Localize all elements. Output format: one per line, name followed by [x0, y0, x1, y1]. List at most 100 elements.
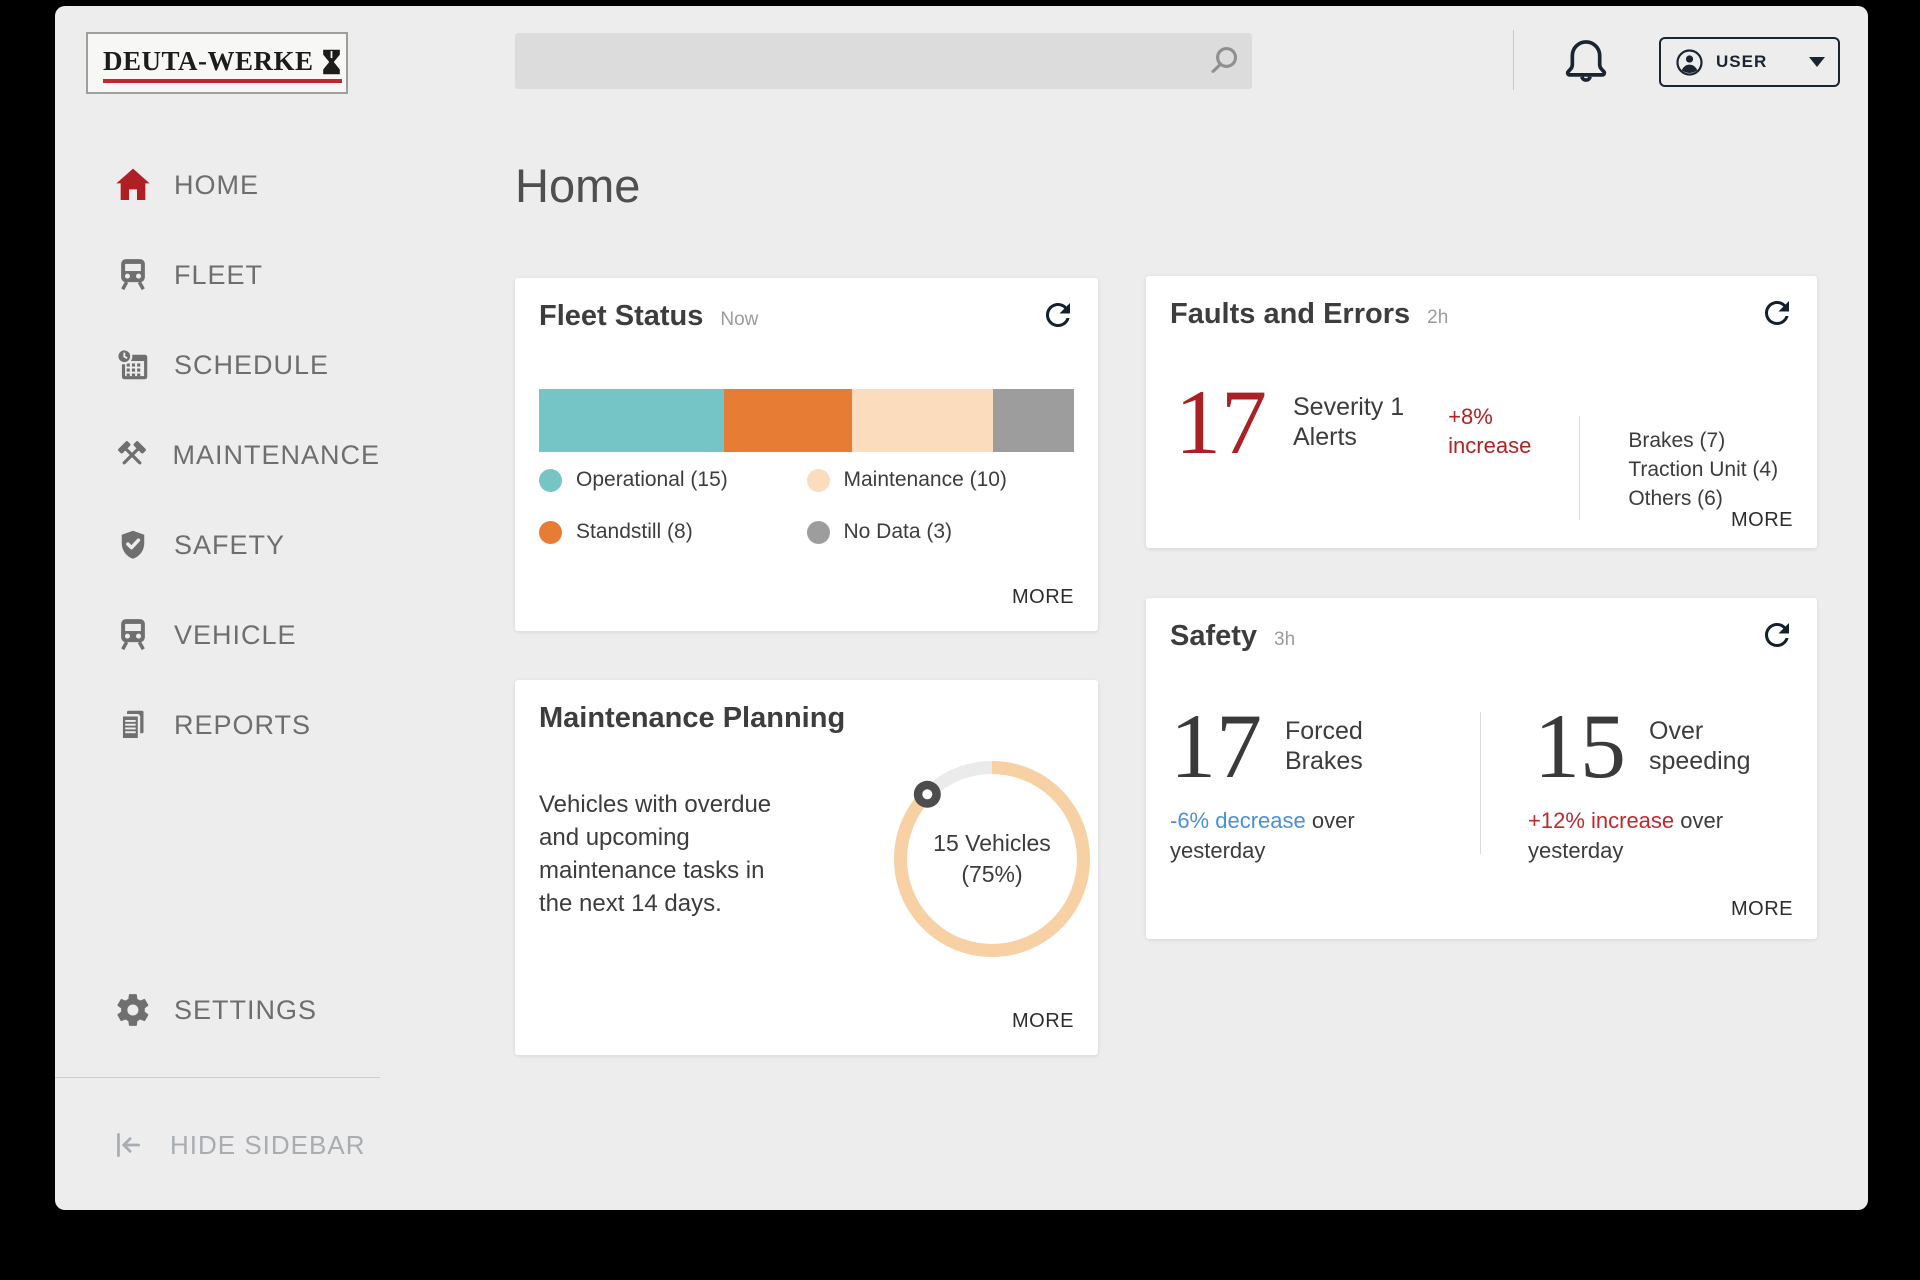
- stat-value: 15: [1534, 695, 1626, 797]
- legend-item-operational: Operational (15): [539, 468, 807, 492]
- sidebar-item-home[interactable]: HOME: [55, 140, 380, 230]
- refresh-icon[interactable]: [1040, 296, 1078, 334]
- card-time: 3h: [1274, 629, 1296, 650]
- train-icon: [112, 254, 154, 296]
- sidebar-divider: [55, 1077, 380, 1078]
- maintenance-description: Vehicles with overdue and upcoming maint…: [539, 791, 772, 917]
- crossed-hammers-icon: [112, 434, 152, 476]
- stat-label: Over speeding: [1649, 717, 1751, 775]
- app-window: DEUTA-WERKE: [55, 6, 1868, 1210]
- train-icon: [112, 614, 154, 656]
- sidebar-item-settings[interactable]: SETTINGS: [55, 965, 380, 1055]
- forced-brakes-stat: 17 Forced Brakes -6% decrease over yeste…: [1170, 698, 1420, 866]
- bar-segment-operational: [539, 389, 724, 452]
- hide-sidebar-label: HIDE SIDEBAR: [170, 1129, 366, 1160]
- legend-label: No Data (3): [843, 520, 953, 543]
- sidebar-item-maintenance[interactable]: MAINTENANCE: [55, 410, 380, 500]
- sidebar-item-label: VEHICLE: [174, 619, 297, 650]
- search-bar[interactable]: [515, 33, 1252, 89]
- gear-icon: [112, 989, 154, 1031]
- sidebar-item-label: REPORTS: [174, 709, 312, 740]
- legend-label: Operational (15): [576, 468, 728, 491]
- card-time: 2h: [1427, 307, 1449, 328]
- refresh-icon[interactable]: [1759, 616, 1797, 654]
- documents-icon: [112, 704, 154, 746]
- sidebar-settings: SETTINGS: [55, 965, 380, 1055]
- sidebar-item-label: SCHEDULE: [174, 349, 330, 380]
- more-link[interactable]: MORE: [1012, 586, 1074, 608]
- home-icon: [112, 164, 154, 206]
- more-link[interactable]: MORE: [1012, 1010, 1074, 1032]
- donut-center-label: 15 Vehicles (75%): [933, 830, 1051, 887]
- hourglass-icon: [321, 48, 342, 76]
- legend-label: Maintenance (10): [843, 468, 1007, 491]
- bell-icon: [1560, 35, 1618, 87]
- severity-delta: +8% increase: [1448, 404, 1532, 458]
- legend-dot: [539, 468, 562, 492]
- notifications-button[interactable]: [1560, 32, 1618, 90]
- search-icon[interactable]: [1206, 44, 1240, 78]
- maintenance-planning-card: Maintenance Planning Vehicles with overd…: [515, 680, 1098, 1055]
- chevron-down-icon: [1809, 57, 1825, 67]
- card-title: Safety: [1170, 620, 1258, 652]
- logo-inner: DEUTA-WERKE: [103, 46, 342, 83]
- bar-segment-maintenance: [852, 389, 994, 452]
- card-title: Fleet Status: [539, 300, 704, 332]
- breakdown-item: Brakes (7): [1628, 429, 1726, 452]
- breakdown-item: Others (6): [1628, 487, 1723, 510]
- search-input[interactable]: [515, 33, 1252, 89]
- header-divider: [1513, 30, 1514, 90]
- legend-dot: [539, 520, 562, 544]
- card-title: Maintenance Planning: [539, 702, 846, 734]
- over-speeding-stat: 15 Over speeding +12% increase over yest…: [1528, 698, 1778, 866]
- refresh-icon[interactable]: [1759, 294, 1797, 332]
- vertical-divider: [1579, 416, 1581, 520]
- fleet-status-stacked-bar: [539, 389, 1074, 452]
- logo: DEUTA-WERKE: [86, 32, 348, 94]
- sidebar-item-vehicle[interactable]: VEHICLE: [55, 590, 380, 680]
- maintenance-donut-chart: 15 Vehicles (75%): [882, 749, 1102, 969]
- vertical-divider: [1480, 712, 1481, 854]
- severity-count: 17: [1175, 371, 1267, 473]
- sidebar-item-safety[interactable]: SAFETY: [55, 500, 380, 590]
- legend-dot: [806, 468, 830, 492]
- faults-breakdown: Brakes (7) Traction Unit (4) Others (6): [1628, 426, 1778, 513]
- stat-label: Forced Brakes: [1285, 717, 1363, 775]
- sidebar-nav: HOME FLEET: [55, 140, 380, 770]
- page-title: Home: [515, 159, 641, 212]
- sidebar-item-label: SETTINGS: [174, 994, 318, 1025]
- user-menu-button[interactable]: USER: [1659, 37, 1840, 87]
- more-link[interactable]: MORE: [1731, 509, 1793, 531]
- faults-errors-card: Faults and Errors 2h 17 Severity 1 Alert…: [1146, 276, 1817, 548]
- breakdown-item: Traction Unit (4): [1628, 458, 1779, 481]
- sidebar-item-label: SAFETY: [174, 529, 286, 560]
- user-label: USER: [1716, 52, 1768, 71]
- stat-value: 17: [1170, 695, 1262, 797]
- safety-card: Safety 3h 17 Forced Brakes -6% decrease …: [1146, 598, 1817, 939]
- calendar-clock-icon: [112, 344, 154, 386]
- legend-label: Standstill (8): [576, 520, 693, 543]
- sidebar-item-schedule[interactable]: SCHEDULE: [55, 320, 380, 410]
- legend-dot: [806, 520, 830, 544]
- sidebar-item-label: HOME: [174, 169, 259, 200]
- logo-text: DEUTA-WERKE: [103, 46, 314, 76]
- stat-delta: +12% increase over yesterday: [1528, 808, 1724, 863]
- severity-label: Severity 1 Alerts: [1293, 393, 1405, 451]
- sidebar-item-label: FLEET: [174, 259, 264, 290]
- legend-item-no-data: No Data (3): [806, 520, 1075, 544]
- sidebar: HOME FLEET: [55, 6, 380, 1210]
- person-icon: [1674, 47, 1705, 78]
- card-time: Now: [720, 309, 759, 330]
- sidebar-item-label: MAINTENANCE: [172, 439, 380, 470]
- hide-sidebar-button[interactable]: HIDE SIDEBAR: [55, 1104, 380, 1186]
- legend-item-maintenance: Maintenance (10): [806, 468, 1075, 492]
- bar-segment-no-data: [993, 389, 1074, 452]
- legend-item-standstill: Standstill (8): [539, 520, 807, 544]
- sidebar-item-fleet[interactable]: FLEET: [55, 230, 380, 320]
- more-link[interactable]: MORE: [1731, 898, 1793, 920]
- collapse-left-icon: [110, 1127, 146, 1163]
- stat-delta: -6% decrease over yesterday: [1170, 808, 1355, 863]
- fleet-status-legend: Operational (15) Maintenance (10) Standsti…: [539, 468, 1074, 544]
- sidebar-item-reports[interactable]: REPORTS: [55, 680, 380, 770]
- bar-segment-standstill: [723, 389, 853, 452]
